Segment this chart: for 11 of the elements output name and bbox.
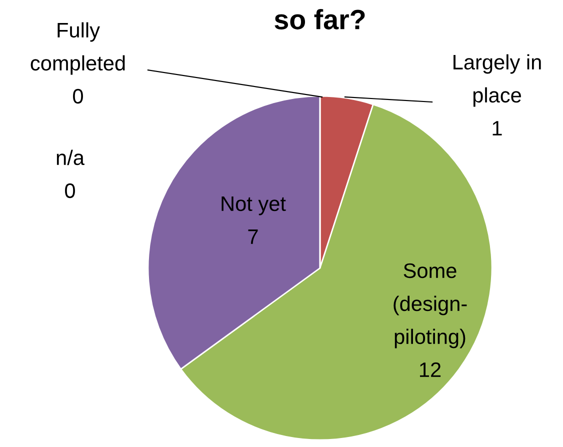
text: 0 [73, 88, 83, 104]
slice-label: Some (design- piloting) [394, 263, 467, 348]
slice-label: Largely in place [454, 54, 541, 107]
data-label: 1 [492, 121, 502, 136]
slice-label: Not yet [222, 196, 286, 216]
category-label: n/a [56, 150, 84, 166]
chart-title: so far? [274, 9, 365, 30]
text: 0 [65, 183, 75, 198]
category-label: Fully completed [30, 22, 125, 75]
data-label: 7 [248, 230, 258, 244]
data-label: 12 [420, 362, 441, 377]
